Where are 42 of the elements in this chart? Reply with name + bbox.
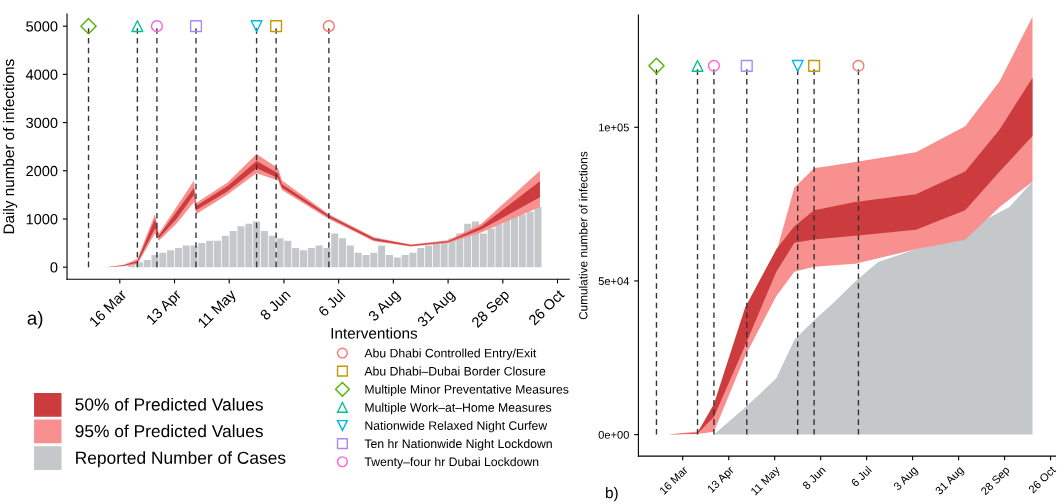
x-tick-label: 6 Jul — [317, 288, 346, 318]
y-tick-label: 4000 — [25, 69, 58, 80]
legend-label: Nationwide Relaxed Night Curfew — [365, 420, 548, 433]
x-tick-label: 26 Oct — [527, 288, 566, 326]
y-tick-label: 5000 — [26, 21, 58, 32]
x-tick-label: 26 Oct — [1028, 465, 1057, 494]
y-tick-label: 1000 — [26, 214, 58, 225]
legend-label: 50% of Predicted Values — [75, 397, 263, 411]
x-tick-label: 13 Apr — [706, 465, 736, 495]
y-axis-title: Cumulative number of infections — [578, 151, 588, 320]
legend-label: Multiple Minor Preventative Measures — [365, 384, 569, 397]
x-tick-label: 8 Jun — [802, 465, 826, 490]
legend-label: 95% of Predicted Values — [75, 424, 263, 438]
y-axis-title: Daily number of infections — [2, 59, 18, 234]
x-tick-label: 31 Aug — [934, 465, 966, 497]
legend-label: Twenty–four hr Dubai Lockdown — [364, 457, 539, 469]
y-tick-label: 5e+04 — [598, 277, 630, 286]
text: b) — [606, 486, 618, 502]
y-tick-label: 2000 — [26, 165, 58, 177]
x-tick-label: 11 May — [197, 288, 239, 331]
x-tick-label: 6 Jul — [850, 465, 872, 488]
x-tick-label: 28 Sep — [980, 465, 1012, 497]
y-tick-label: 1e+05 — [599, 123, 629, 132]
y-tick-label: 0e+00 — [598, 430, 629, 439]
x-tick-label: 8 Jun — [259, 289, 291, 321]
legend-label: Ten hr Nationwide Night Lockdown — [364, 439, 552, 451]
x-tick-label: 11 May — [750, 465, 782, 498]
x-tick-label: 28 Sep — [470, 288, 512, 331]
legend-title: Interventions — [331, 327, 418, 339]
x-tick-label: 16 Mar — [659, 465, 689, 495]
text: a) — [27, 311, 43, 329]
x-tick-label: 13 Apr — [145, 288, 184, 327]
legend-label: Abu Dhabi–Dubai Border Closure — [364, 366, 546, 376]
y-tick-label: 3000 — [26, 117, 58, 128]
x-tick-label: 16 Mar — [88, 288, 128, 328]
legend-label: Abu Dhabi Controlled Entry/Exit — [364, 348, 537, 360]
legend-label: Reported Number of Cases — [76, 451, 286, 468]
y-tick-label: 0 — [50, 262, 58, 273]
x-tick-label: 3 Aug — [893, 465, 920, 493]
legend-label: Multiple Work–at–Home Measures — [365, 402, 552, 415]
x-tick-label: 31 Aug — [416, 289, 458, 330]
x-tick-label: 3 Aug — [367, 289, 403, 324]
